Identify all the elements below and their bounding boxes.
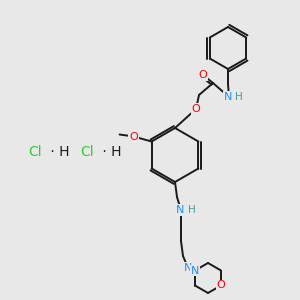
Text: O: O [192,104,200,114]
Text: N: N [224,92,232,102]
Text: H: H [235,92,243,102]
Text: H: H [188,205,196,215]
Text: Cl: Cl [80,145,94,159]
Text: Cl: Cl [28,145,42,159]
Text: N: N [176,205,184,215]
Text: O: O [199,70,207,80]
Text: O: O [129,131,138,142]
Text: N: N [184,263,192,273]
Text: O: O [217,280,225,290]
Text: · H: · H [98,145,122,159]
Text: · H: · H [46,145,70,159]
Text: N: N [191,266,199,275]
